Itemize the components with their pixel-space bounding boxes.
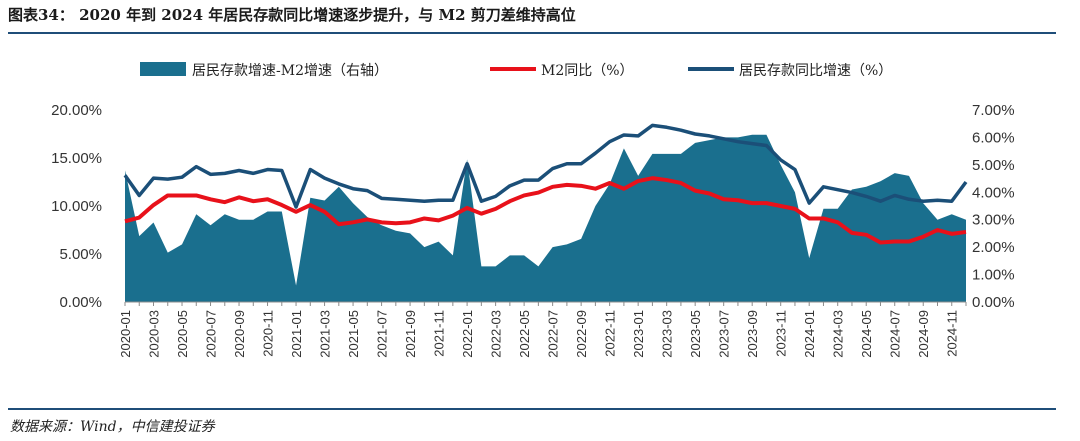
y-right-tick-label: 1.00% bbox=[972, 267, 1015, 284]
x-tick-label: 2022-11 bbox=[603, 310, 618, 357]
source-note: 数据来源：Wind，中信建投证券 bbox=[10, 419, 215, 435]
x-tick-label: 2020-01 bbox=[118, 310, 133, 358]
y-right-tick-label: 7.00% bbox=[972, 102, 1015, 119]
x-tick-label: 2024-05 bbox=[859, 310, 874, 358]
y-left-tick-label: 10.00% bbox=[51, 198, 102, 215]
x-tick-label: 2021-05 bbox=[346, 310, 361, 358]
y-right-tick-label: 6.00% bbox=[972, 129, 1015, 146]
legend-label-area: 居民存款增速-M2增速（右轴） bbox=[192, 63, 388, 79]
y-axis-right-ticks: 0.00% 1.00% 2.00% 3.00% 4.00% 5.00% 6.00% 7.00% bbox=[972, 102, 1015, 311]
area-series-gap-fill bbox=[125, 134, 966, 302]
top-rule bbox=[8, 32, 1056, 34]
x-tick-label: 2021-01 bbox=[289, 310, 304, 358]
x-tick-label: 2022-09 bbox=[574, 310, 589, 358]
x-tick-label: 2021-03 bbox=[318, 310, 333, 358]
y-right-tick-label: 4.00% bbox=[972, 184, 1015, 201]
legend-swatch-area bbox=[140, 62, 186, 76]
x-tick-label: 2022-07 bbox=[546, 310, 561, 358]
line-series bbox=[123, 123, 968, 245]
y-axis-left-ticks: 0.00% 5.00% 10.00% 15.00% 20.00% bbox=[51, 102, 102, 311]
area-series-gap bbox=[125, 134, 966, 302]
y-right-tick-label: 5.00% bbox=[972, 157, 1015, 174]
x-tick-label: 2023-01 bbox=[631, 310, 646, 358]
x-tick-label: 2023-11 bbox=[774, 310, 789, 357]
x-tick-label: 2021-11 bbox=[432, 310, 447, 357]
y-right-tick-label: 3.00% bbox=[972, 212, 1015, 229]
x-tick-label: 2022-05 bbox=[517, 310, 532, 358]
x-tick-label: 2023-09 bbox=[745, 310, 760, 358]
x-tick-label: 2022-01 bbox=[460, 310, 475, 358]
x-tick-label: 2020-03 bbox=[147, 310, 162, 358]
y-left-tick-label: 0.00% bbox=[59, 294, 102, 311]
x-tick-label: 2021-07 bbox=[375, 310, 390, 358]
x-tick-label: 2023-07 bbox=[717, 310, 732, 358]
x-tick-label: 2024-09 bbox=[916, 310, 931, 358]
x-tick-label: 2024-07 bbox=[888, 310, 903, 358]
x-tick-label: 2024-11 bbox=[945, 310, 960, 357]
y-right-tick-label: 0.00% bbox=[972, 294, 1015, 311]
x-tick-label: 2021-09 bbox=[403, 310, 418, 358]
x-tick-label: 2020-09 bbox=[232, 310, 247, 358]
legend: 居民存款增速-M2增速（右轴） M2同比（%） 居民存款同比增速（%） bbox=[140, 62, 892, 79]
y-left-tick-label: 15.00% bbox=[51, 150, 102, 167]
bottom-rule bbox=[8, 408, 1056, 410]
y-right-tick-label: 2.00% bbox=[972, 239, 1015, 256]
household-deposit-yoy-line bbox=[123, 123, 968, 209]
x-tick-label: 2020-11 bbox=[261, 310, 276, 357]
axes bbox=[124, 301, 967, 306]
x-tick-label: 2024-01 bbox=[802, 310, 817, 358]
y-left-tick-label: 20.00% bbox=[51, 102, 102, 119]
x-tick-label: 2023-03 bbox=[660, 310, 675, 358]
figure-title: 图表34： 2020 年到 2024 年居民存款同比增速逐步提升，与 M2 剪刀… bbox=[8, 6, 576, 24]
x-tick-label: 2023-05 bbox=[688, 310, 703, 358]
x-tick-label: 2020-07 bbox=[204, 310, 219, 358]
x-tick-label: 2022-03 bbox=[489, 310, 504, 358]
x-tick-label: 2020-05 bbox=[175, 310, 190, 358]
y-left-tick-label: 5.00% bbox=[59, 246, 102, 263]
x-axis-ticks: 2020-01 2020-03 2020-05 2020-07 2020-09 2020-… bbox=[118, 310, 960, 358]
legend-label-deposit: 居民存款同比增速（%） bbox=[739, 63, 892, 79]
legend-label-m2: M2同比（%） bbox=[541, 63, 634, 79]
m2-yoy-line bbox=[124, 176, 967, 245]
x-tick-label: 2024-03 bbox=[831, 310, 846, 358]
